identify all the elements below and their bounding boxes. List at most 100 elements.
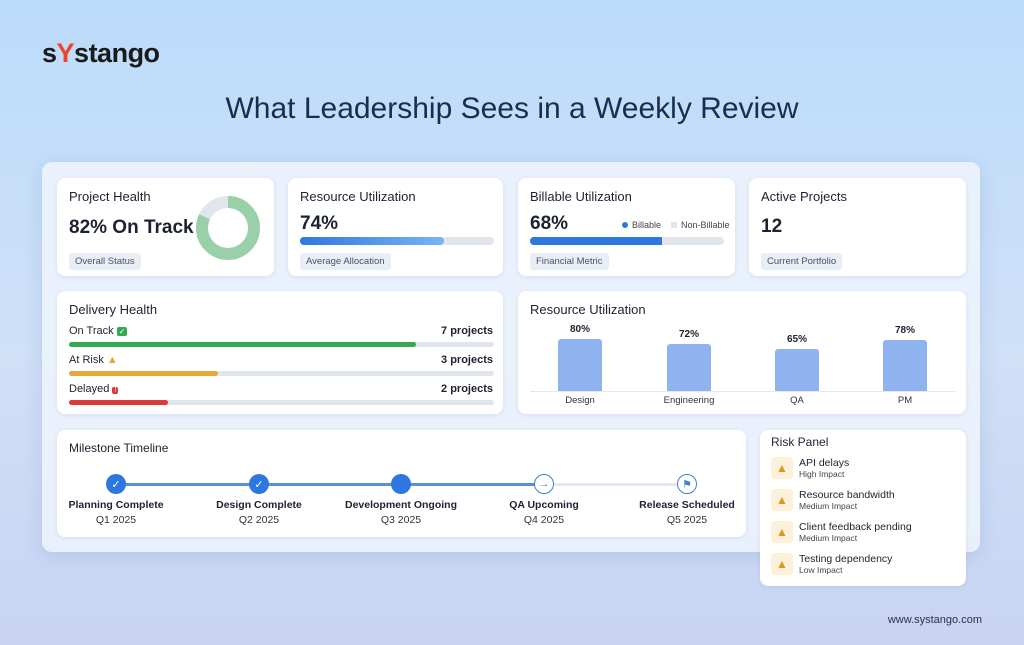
delivery-row-bar [69, 400, 494, 405]
card-title: Delivery Health [69, 302, 158, 317]
kpi-value: 68% [530, 213, 569, 234]
milestone-node[interactable]: ⚑ [677, 474, 697, 494]
systango-logo: sYstango [42, 38, 160, 68]
milestone-node[interactable]: ✓ [106, 474, 126, 494]
risk-item[interactable]: ▲ Resource bandwidth Medium Impact [771, 489, 895, 511]
check-icon: ✓ [254, 478, 264, 491]
legend-billable: Billable [632, 220, 662, 230]
milestone-date: Q2 2025 [238, 514, 280, 526]
milestone-date: Q4 2025 [523, 514, 565, 526]
delivery-row-bar-fill [69, 371, 218, 376]
active-projects-card: Active Projects 12 Current Portfolio [749, 178, 966, 276]
x-tick-label: PM [897, 395, 913, 406]
non-billable-swatch [671, 222, 678, 228]
project-health-donut [196, 196, 260, 260]
risk-item[interactable]: ▲ Testing dependency Low Impact [771, 553, 892, 575]
billable-utilization-card: Billable Utilization 68% Billable Non-Bi… [518, 178, 735, 276]
bar-data-label: 78% [894, 325, 915, 337]
card-title: Active Projects [761, 189, 847, 204]
card-title: Milestone Timeline [69, 441, 169, 455]
kpi-value: 12 [761, 216, 783, 237]
check-box-icon: ✓ [116, 327, 128, 336]
risk-panel-title: Risk Panel [771, 435, 829, 449]
card-title: Billable Utilization [530, 189, 632, 204]
bar-engineering [667, 344, 711, 391]
risk-impact: Low Impact [799, 565, 843, 575]
milestone-label: Release Scheduled [639, 499, 735, 511]
timeline-progress [116, 483, 545, 486]
x-tick-label: Engineering [663, 395, 715, 406]
milestone-node[interactable]: ✓ [249, 474, 269, 494]
chart-title: Resource Utilization [530, 302, 646, 317]
risk-title: Testing dependency [799, 553, 893, 565]
legend-non-billable: Non-Billable [681, 220, 730, 230]
risk-title: Client feedback pending [799, 521, 912, 533]
x-tick-label: QA [790, 395, 804, 406]
utilization-bar-fill [300, 237, 444, 245]
flag-icon: ⚑ [682, 478, 692, 491]
kpi-tag: Overall Status [69, 253, 141, 270]
card-title: Resource Utilization [300, 189, 416, 204]
milestone-date: Q3 2025 [380, 514, 422, 526]
utilization-bar [300, 237, 494, 245]
page-title: What Leadership Sees in a Weekly Review [225, 92, 799, 125]
bar-pm [883, 340, 927, 391]
billable-swatch [622, 222, 628, 228]
risk-impact: High Impact [799, 469, 845, 479]
arrow-right-icon: → [538, 478, 550, 490]
risk-impact: Medium Impact [799, 533, 858, 543]
delivery-row-bar [69, 371, 494, 376]
billable-bar [530, 237, 724, 245]
warning-icon: ▲ [771, 553, 793, 575]
kpi-tag: Current Portfolio [761, 253, 843, 270]
milestone-label: Design Complete [216, 499, 302, 511]
bar-design [558, 339, 602, 391]
risk-title: API delays [799, 457, 850, 469]
kpi-value: 74% [300, 213, 339, 234]
donut-on-track-arc [196, 196, 260, 260]
milestone-date: Q1 2025 [95, 514, 137, 526]
delivery-row-label: Delayed ! [69, 383, 119, 395]
milestone-label: QA Upcoming [509, 499, 579, 511]
delivery-row-label: On Track ✓ [69, 325, 128, 337]
billable-bar-fill [530, 237, 662, 245]
warning-icon: ▲ [771, 457, 793, 479]
delivery-row-bar-fill [69, 342, 416, 347]
bar-data-label: 80% [569, 324, 590, 335]
risk-item[interactable]: ▲ Client feedback pending Medium Impact [771, 521, 912, 543]
kpi-tag: Average Allocation [300, 253, 391, 270]
kpi-value: 82% On Track [69, 217, 194, 238]
check-icon: ✓ [111, 478, 121, 491]
warning-icon: ▲ [771, 489, 793, 511]
warning-icon: ▲ [771, 521, 793, 543]
milestone-timeline-card: Milestone Timeline ✓ Planning Complete Q1 … [57, 430, 746, 537]
alarm-icon: ! [112, 387, 119, 394]
website-url[interactable]: www.systango.com [887, 614, 982, 626]
warning-icon: ▲ [106, 354, 118, 366]
risk-item[interactable]: ▲ API delays High Impact [771, 457, 849, 479]
milestone-node[interactable] [391, 474, 411, 494]
risk-impact: Medium Impact [799, 501, 858, 511]
risk-title: Resource bandwidth [799, 489, 895, 501]
bar-data-label: 65% [786, 333, 807, 345]
milestone-label: Planning Complete [68, 499, 164, 511]
x-tick-label: Design [565, 395, 595, 406]
kpi-tag: Financial Metric [530, 253, 609, 270]
delivery-health-card: Delivery Health On Track ✓ 7 projects At R… [57, 291, 503, 414]
milestone-node[interactable]: → [534, 474, 554, 494]
delivery-row-label: At Risk ▲ [69, 354, 118, 366]
delivery-row-count: 7 projects [441, 325, 493, 337]
bar-qa [775, 348, 819, 391]
delivery-row-count: 3 projects [441, 354, 493, 366]
delivery-row-bar [69, 342, 494, 347]
resource-utilization-card: Resource Utilization 74% Average Allocat… [288, 178, 503, 276]
delivery-row-count: 2 projects [441, 383, 493, 395]
billable-legend: Billable Non-Billable [622, 220, 730, 230]
resource-utilization-chart-card: Resource Utilization 80% Design 72% Enginee… [518, 291, 966, 414]
card-title: Project Health [69, 189, 151, 204]
delivery-row-bar-fill [69, 400, 169, 405]
bar-data-label: 72% [678, 329, 699, 341]
milestone-date: Q5 2025 [666, 514, 708, 526]
milestone-label: Development Ongoing [344, 499, 457, 511]
project-health-card: Project Health 82% On Track Overall Stat… [57, 178, 274, 276]
